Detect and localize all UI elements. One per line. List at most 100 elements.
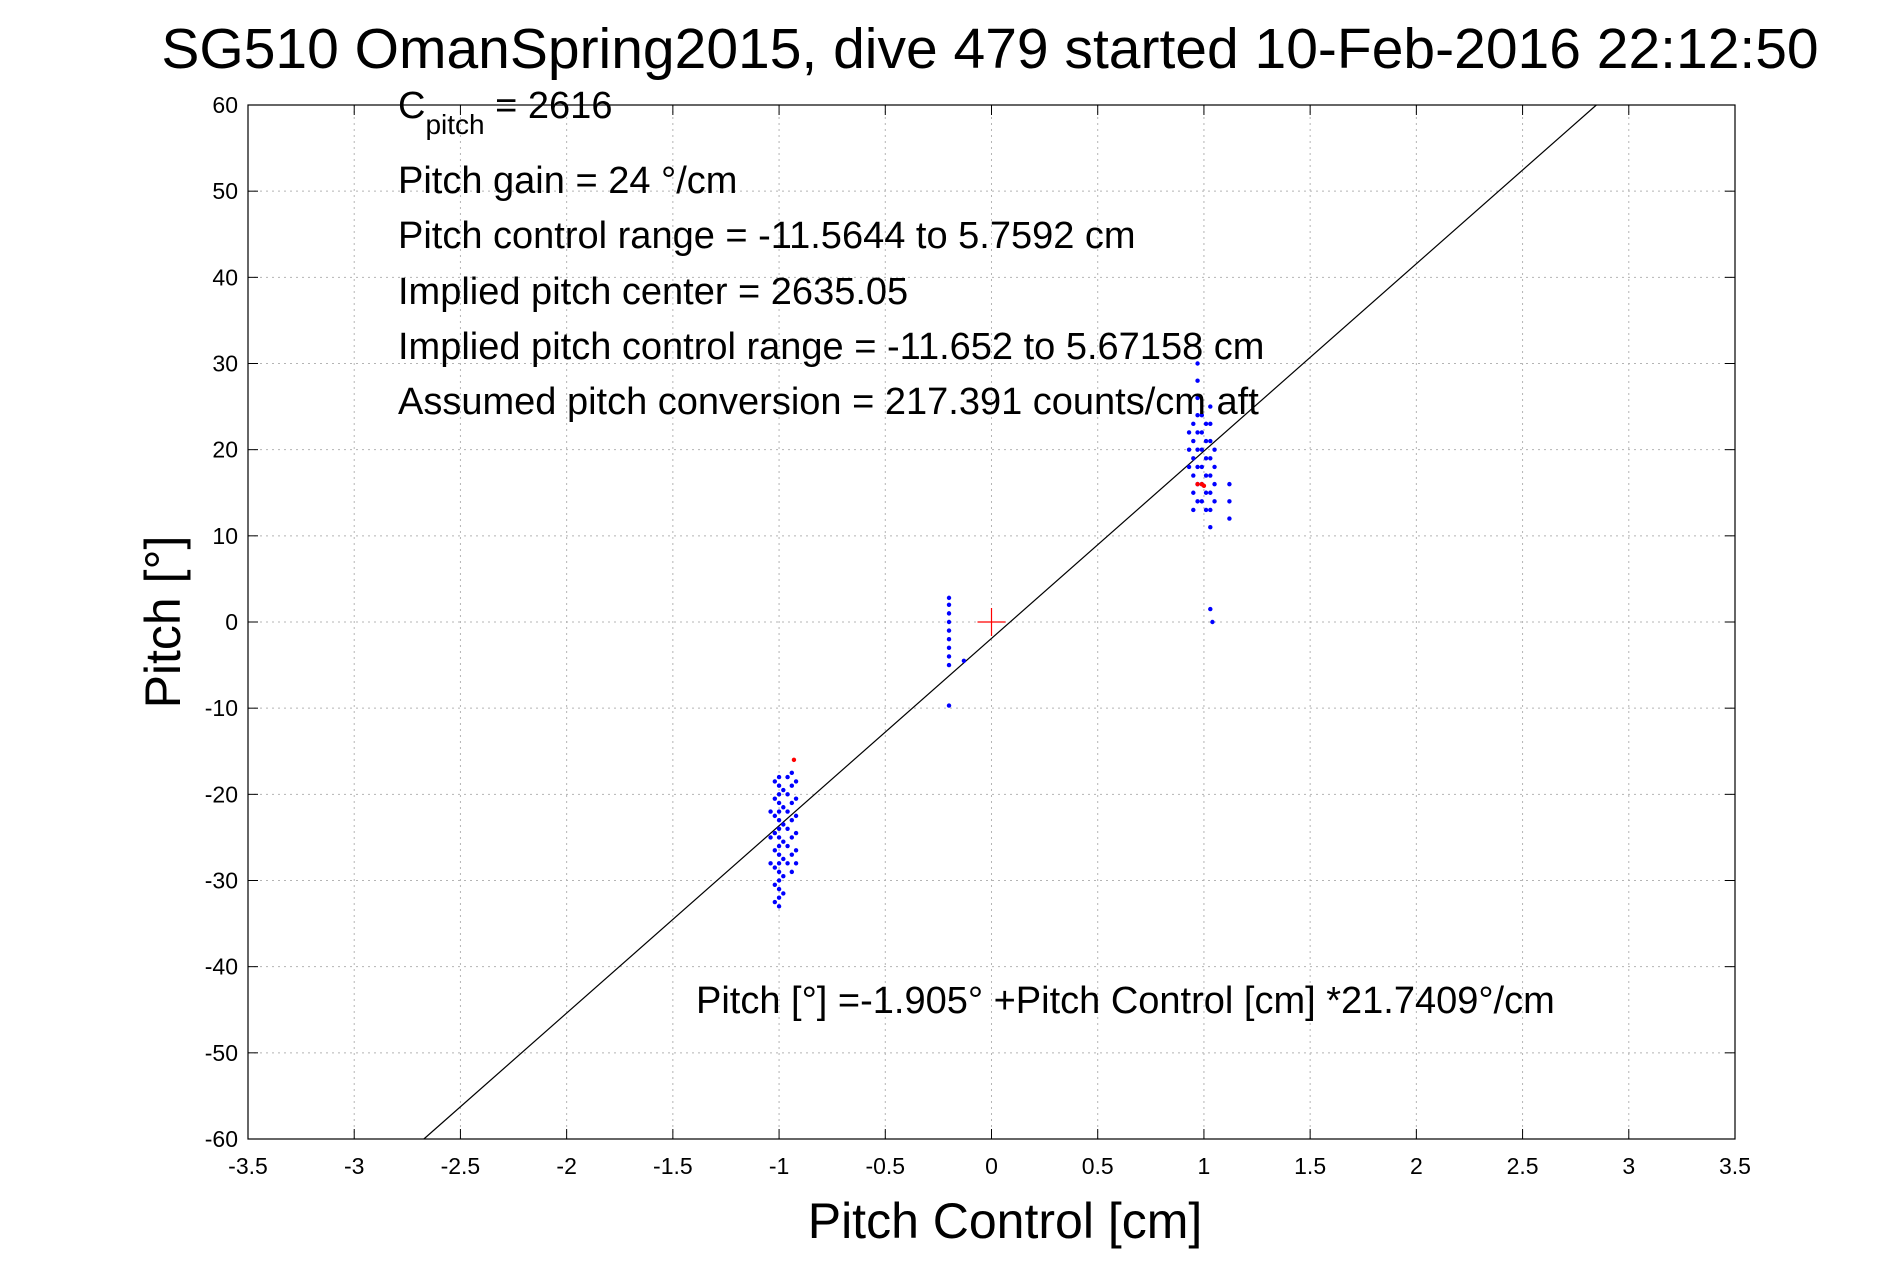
data-point xyxy=(793,813,799,819)
y-tick-label: -40 xyxy=(205,954,238,980)
implied-pitch-center-annotation: Implied pitch center = 2635.05 xyxy=(398,271,908,313)
c-pitch-annotation: Cpitch = 2616 xyxy=(398,85,612,140)
data-point xyxy=(789,783,795,788)
x-tick-label: -1.5 xyxy=(653,1153,693,1179)
data-point xyxy=(772,899,778,905)
center-marker xyxy=(977,608,1006,636)
data-point xyxy=(776,886,782,892)
data-point xyxy=(776,792,782,797)
data-points xyxy=(768,361,1232,909)
y-tick-label: 40 xyxy=(212,264,238,290)
data-point xyxy=(785,826,790,831)
data-point xyxy=(1208,606,1213,612)
data-point xyxy=(1227,516,1232,521)
highlight-point xyxy=(791,757,797,763)
data-point xyxy=(776,843,782,849)
data-point xyxy=(946,645,952,651)
x-tick-labels: -3.5 -3 -2.5 -2 -1.5 -1 -0.5 0 0.5 1 1.5 2 2.5 3 3.5 xyxy=(228,1153,1751,1179)
data-point xyxy=(772,796,778,801)
data-point xyxy=(776,869,782,875)
data-point xyxy=(781,805,786,810)
data-point xyxy=(1199,447,1205,452)
data-point xyxy=(772,830,778,836)
c-pitch-value: = 2616 xyxy=(485,85,613,127)
data-point xyxy=(776,895,782,900)
data-point xyxy=(946,654,952,659)
data-point xyxy=(776,826,782,831)
assumed-pitch-conversion-annotation: Assumed pitch conversion = 217.391 count… xyxy=(398,381,1259,423)
data-point xyxy=(776,861,782,866)
x-tick-label: -2.5 xyxy=(441,1153,481,1179)
data-point xyxy=(1199,499,1205,504)
data-point xyxy=(781,839,786,844)
fit-line xyxy=(423,104,1597,1140)
y-tick-label: -20 xyxy=(205,781,238,807)
data-point xyxy=(772,779,778,784)
data-point xyxy=(776,800,782,806)
y-tick-label: 50 xyxy=(212,178,238,204)
data-point xyxy=(785,774,790,780)
y-tick-label: 20 xyxy=(212,437,238,463)
data-point xyxy=(1195,447,1200,452)
data-point xyxy=(1212,447,1217,452)
data-point xyxy=(772,865,778,870)
annotation-block: Cpitch = 2616 Pitch gain = 24 °/cm Pitch… xyxy=(398,85,1555,1022)
data-point xyxy=(1195,499,1200,504)
x-tick-label: 0 xyxy=(985,1153,998,1179)
data-point xyxy=(789,852,795,857)
data-point xyxy=(776,904,782,909)
data-point xyxy=(776,783,782,788)
data-point xyxy=(946,662,952,668)
highlight-point xyxy=(1195,481,1200,487)
data-point xyxy=(1191,507,1196,513)
data-point xyxy=(1203,421,1209,427)
data-point xyxy=(946,628,952,633)
c-pitch-subscript: pitch xyxy=(425,109,484,140)
data-point xyxy=(1208,490,1213,495)
data-point xyxy=(1195,464,1200,470)
data-point xyxy=(1195,361,1200,366)
x-tick-label: -0.5 xyxy=(865,1153,905,1179)
c-pitch-main: C xyxy=(398,85,425,127)
data-point xyxy=(1203,507,1209,513)
data-point xyxy=(1191,490,1196,495)
data-point xyxy=(1191,438,1196,444)
data-point xyxy=(1212,481,1217,487)
data-point xyxy=(1203,456,1209,461)
data-point xyxy=(1212,499,1217,504)
x-tick-label: 3 xyxy=(1622,1153,1635,1179)
data-point xyxy=(789,817,795,823)
data-point xyxy=(1191,421,1196,427)
data-point xyxy=(793,779,799,784)
data-point xyxy=(1208,404,1213,409)
highlight-point xyxy=(1201,483,1207,489)
data-point xyxy=(1208,438,1213,444)
data-point xyxy=(946,611,952,616)
data-point xyxy=(1212,464,1217,470)
data-point xyxy=(946,619,952,625)
data-point xyxy=(768,861,773,866)
y-tick-labels: 60 50 40 30 20 10 0 -10 -20 -30 -40 -50 -60 xyxy=(205,92,238,1152)
x-axis-label: Pitch Control [cm] xyxy=(808,1193,1203,1249)
x-tick-label: -3 xyxy=(344,1153,364,1179)
data-point xyxy=(772,882,778,888)
data-point xyxy=(793,848,799,853)
pitch-gain-annotation: Pitch gain = 24 °/cm xyxy=(398,160,737,202)
data-point xyxy=(789,869,795,875)
y-tick-label: 0 xyxy=(225,609,238,635)
data-point xyxy=(1203,438,1209,444)
data-point xyxy=(776,809,782,814)
data-point xyxy=(785,792,790,797)
x-tick-label: 3.5 xyxy=(1719,1153,1751,1179)
data-point xyxy=(768,809,773,814)
data-point xyxy=(1208,507,1213,513)
x-tick-label: 0.5 xyxy=(1082,1153,1114,1179)
data-point xyxy=(1208,473,1213,478)
data-point xyxy=(781,787,786,793)
y-tick-label: -60 xyxy=(205,1126,238,1152)
data-point xyxy=(772,848,778,853)
plot-frame xyxy=(247,104,1736,1140)
data-point xyxy=(1195,395,1200,401)
data-point xyxy=(1191,473,1196,478)
